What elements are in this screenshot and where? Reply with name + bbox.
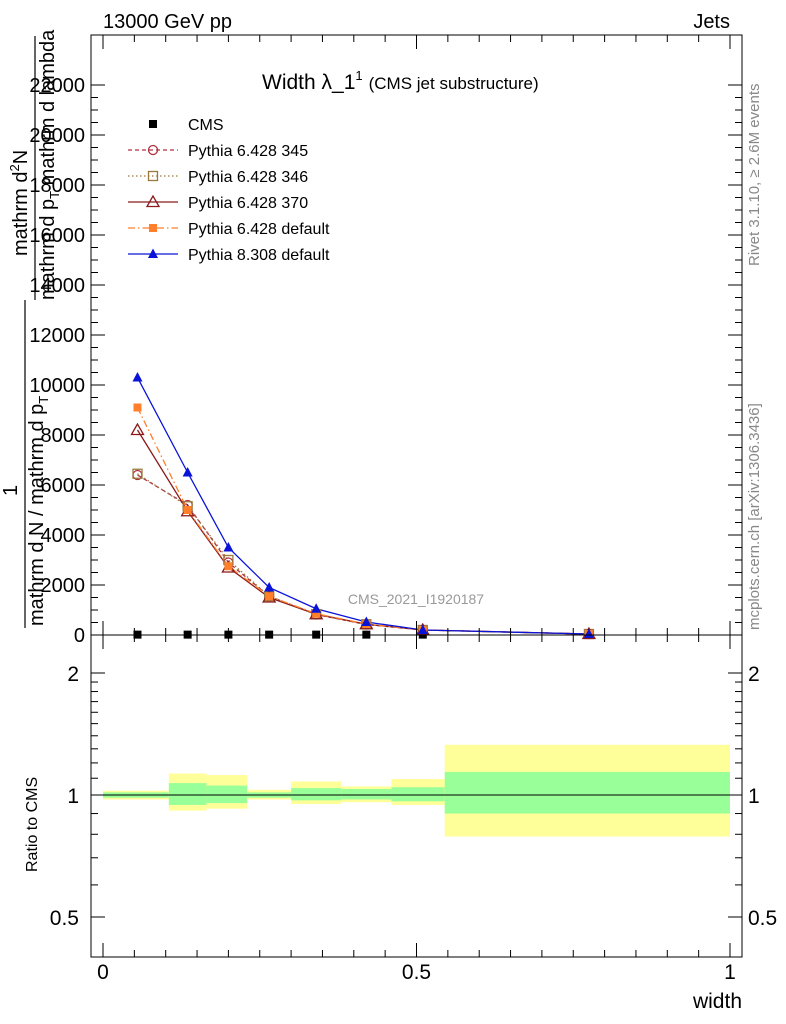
y-tick-label: 10000 xyxy=(29,375,85,397)
mcplots-reference-label: mcplots.cern.ch [arXiv:1306.3436] xyxy=(746,403,763,630)
legend-label: CMS xyxy=(188,117,224,134)
y-tick-label: 8000 xyxy=(41,425,86,447)
data-point-4-3 xyxy=(265,592,274,601)
data-point-4-0 xyxy=(133,403,142,412)
y-tick-label: 20000 xyxy=(29,125,85,147)
ratio-tick-label-right: 0.5 xyxy=(748,907,777,930)
rivet-version-label: Rivet 3.1.10, ≥ 2.6M events xyxy=(746,83,763,267)
legend-label: Pythia 6.428 default xyxy=(188,221,330,238)
legend-marker xyxy=(145,194,161,208)
data-point-5-5 xyxy=(361,616,372,626)
legend-entry-4: Pythia 6.428 default xyxy=(128,221,330,238)
band-inner-2 xyxy=(206,785,248,804)
band-inner-6 xyxy=(391,787,445,802)
legend-entry-0: CMS xyxy=(149,117,224,134)
y-tick-label: 12000 xyxy=(29,325,85,347)
data-point-5-6 xyxy=(417,624,428,634)
legend-entry-2: Pythia 6.428 346 xyxy=(128,169,308,186)
series-lines xyxy=(136,377,589,635)
data-point-5-2 xyxy=(223,542,234,552)
ylabel-numerator: mathrm d2N xyxy=(7,150,32,256)
x-axis-label: width xyxy=(692,990,742,1013)
legend-entry-1: Pythia 6.428 345 xyxy=(128,143,308,160)
data-point-4-4 xyxy=(312,609,321,618)
legend-marker xyxy=(147,144,159,156)
legend-marker xyxy=(149,224,157,232)
y-tick-label: 14000 xyxy=(29,275,85,297)
header-energy: 13000 GeV pp xyxy=(103,11,232,33)
y-tick-label: 0 xyxy=(74,625,85,647)
legend-label: Pythia 6.428 346 xyxy=(188,169,308,186)
y-tick-label: 22000 xyxy=(29,75,85,97)
band-inner-1 xyxy=(168,783,207,805)
series-line-2 xyxy=(137,473,589,635)
ratio-y-axis-label: Ratio to CMS xyxy=(24,777,41,872)
ylabel-normalisation: mathrm d N / mathrm d pT xyxy=(26,396,51,626)
ratio-tick-label: 1 xyxy=(67,785,79,808)
ylabel-denominator: mathrm d pT mathrm d lambda xyxy=(37,29,62,300)
uncertainty-bands xyxy=(103,744,730,837)
legend-entry-5: Pythia 8.308 default xyxy=(128,247,330,264)
data-point-5-1 xyxy=(182,467,193,477)
series-line-1 xyxy=(137,474,589,635)
plot-subtitle: (CMS jet substructure) xyxy=(369,74,539,93)
ratio-tick-label: 2 xyxy=(67,663,79,686)
y-tick-label: 6000 xyxy=(41,475,86,497)
y-tick-label: 2000 xyxy=(41,575,86,597)
analysis-watermark: CMS_2021_I1920187 xyxy=(348,591,484,607)
x-ticks: 0 0.5 1 xyxy=(97,635,736,984)
data-point-4-2 xyxy=(224,562,233,571)
main-panel: 0 2000 4000 6000 8000 10000 12000 14000 16000 180… xyxy=(29,34,743,647)
band-inner-5 xyxy=(341,788,392,800)
plot-title: Width λ_11 (CMS jet substructure) xyxy=(262,68,539,94)
data-point-5-0 xyxy=(132,372,143,382)
x-tick-label: 0.5 xyxy=(402,961,431,984)
plot-title-superscript: 1 xyxy=(355,68,362,83)
x-tick-label: 1 xyxy=(724,961,736,984)
legend-entry-3: Pythia 6.428 370 xyxy=(128,194,308,212)
band-inner-7 xyxy=(444,771,730,814)
plot-title-main: Width λ_1 xyxy=(262,71,355,94)
legend-label: Pythia 8.308 default xyxy=(188,247,330,264)
legend-label: Pythia 6.428 370 xyxy=(188,195,308,212)
y-tick-label: 18000 xyxy=(29,175,85,197)
data-point-5-4 xyxy=(311,603,322,613)
x-tick-label: 0 xyxy=(97,961,109,984)
legend: CMS Pythia 6.428 345 Pythia 6.428 346 Pythi… xyxy=(128,117,330,264)
y-tick-label: 16000 xyxy=(29,225,85,247)
data-point-3-0 xyxy=(130,422,145,436)
band-inner-4 xyxy=(291,788,342,801)
legend-marker xyxy=(149,120,157,128)
header-process: Jets xyxy=(693,11,730,33)
ratio-tick-label-right: 2 xyxy=(748,663,760,686)
ratio-tick-label: 0.5 xyxy=(50,907,79,930)
y-tick-label: 4000 xyxy=(41,525,86,547)
data-point-2-0 xyxy=(132,468,143,479)
ratio-panel: 0.5 0.51 12 2 0 0.5 1 xyxy=(50,634,777,984)
legend-marker xyxy=(147,170,159,182)
main-y-ticks: 0 2000 4000 6000 8000 10000 12000 14000 16000 180… xyxy=(29,35,742,647)
legend-label: Pythia 6.428 345 xyxy=(188,143,308,160)
ratio-tick-label-right: 1 xyxy=(748,785,760,808)
ratio-y-ticks: 0.5 0.5 1 1 2 2 xyxy=(50,663,777,930)
data-point-5-7 xyxy=(583,628,594,638)
series-line-5 xyxy=(136,377,589,635)
main-y-axis-label: mathrm d2N mathrm d pT mathrm d lambda 1… xyxy=(0,29,62,628)
ylabel-prefactor-one: 1 xyxy=(0,485,22,496)
data-point-4-1 xyxy=(183,506,192,514)
data-point-5-3 xyxy=(264,582,275,592)
legend-marker xyxy=(148,248,158,258)
